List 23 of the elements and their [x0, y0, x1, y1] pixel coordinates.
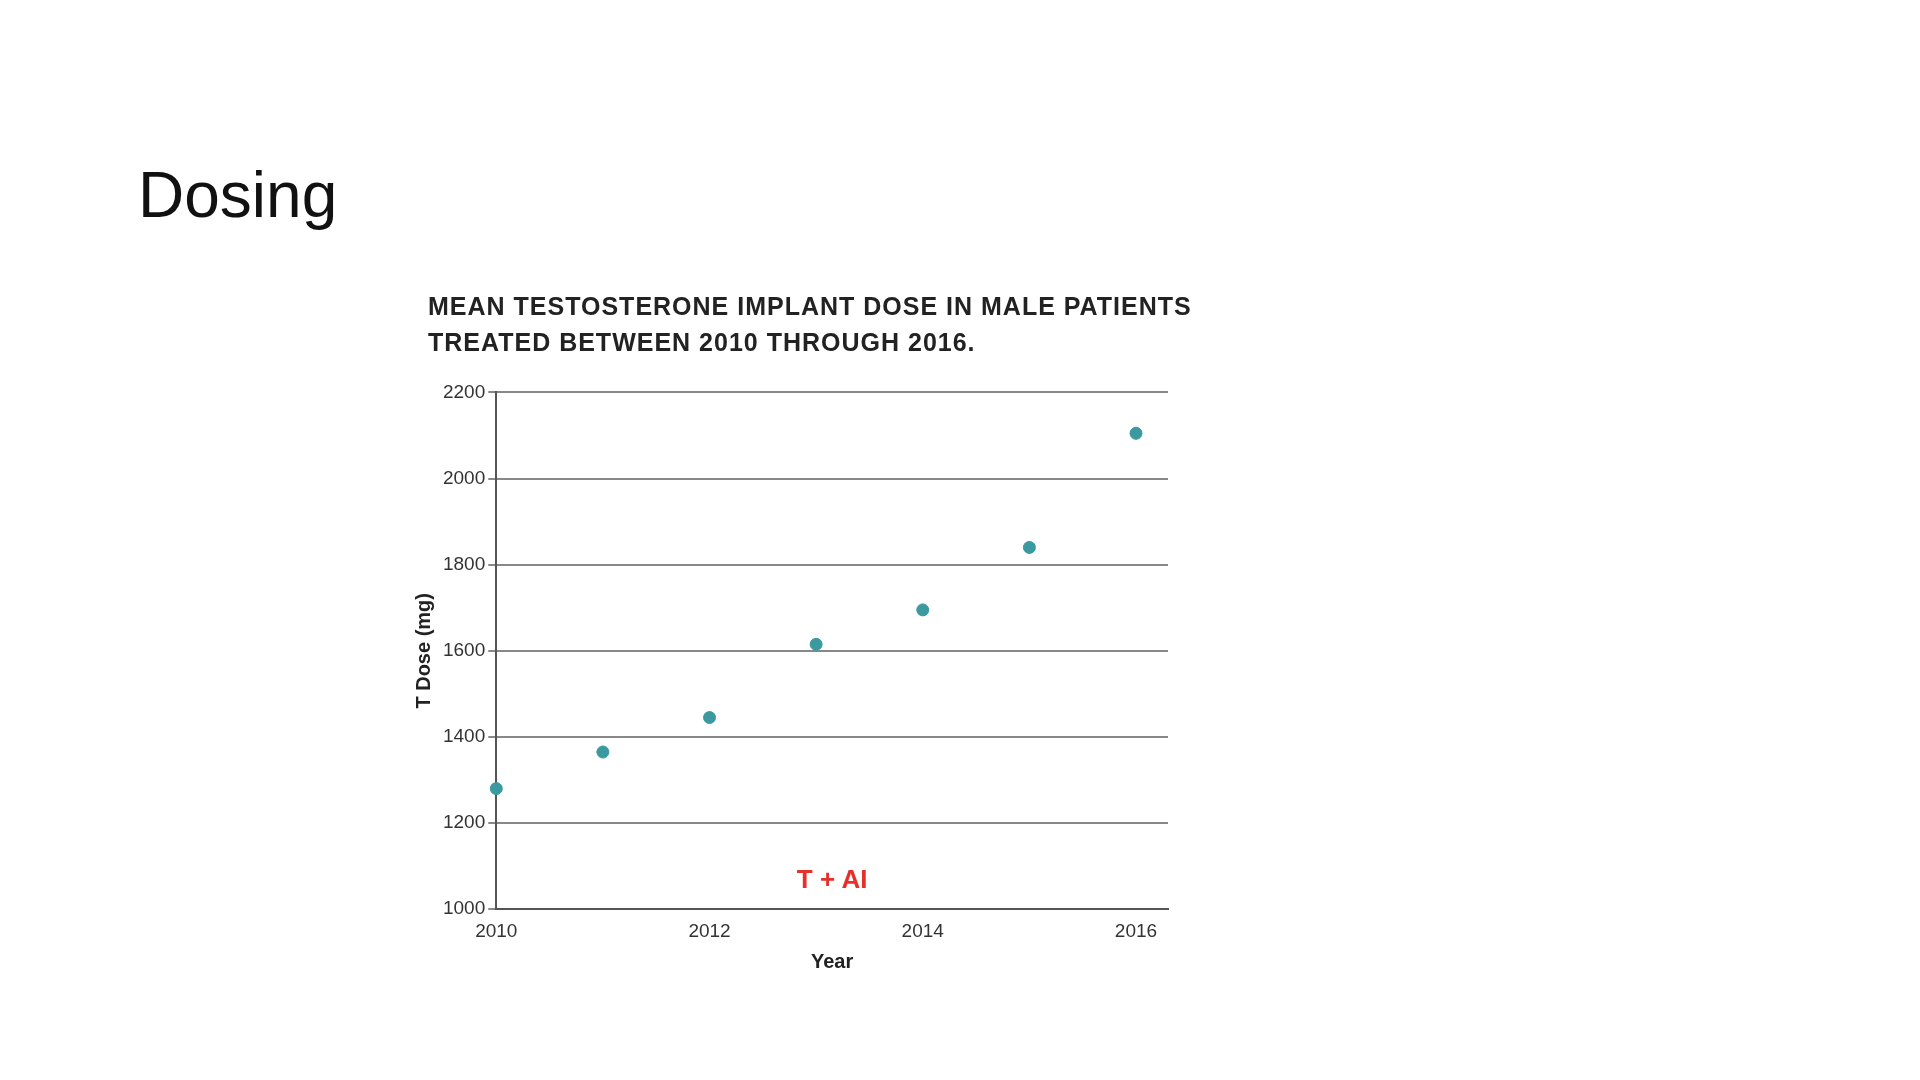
chart-title: Dosing	[138, 158, 338, 232]
point	[809, 637, 823, 651]
point	[489, 782, 503, 796]
x-tick-label: 2012	[688, 919, 731, 941]
x-tick-label: 2010	[475, 919, 518, 941]
y-tick-label: 2000	[442, 466, 486, 488]
y-tick-label: 1000	[442, 897, 486, 919]
point	[916, 603, 930, 617]
y-tick-label: 2200	[442, 380, 486, 402]
y-tick-label: 1200	[442, 811, 486, 833]
y-tick-label: 1400	[442, 725, 486, 747]
annotation: T + AI	[796, 864, 868, 895]
chart-subtitle: MEAN TESTOSTERONE IMPLANT DOSE IN MALE PATIENTS TREATED BETWEEN 2010 THROUGH 2016.	[428, 291, 1193, 358]
point	[596, 745, 610, 759]
y-tick-label: 1800	[442, 552, 486, 574]
x-tick-label: 2014	[901, 919, 945, 941]
y-tick-label: 1600	[442, 639, 486, 661]
point	[1129, 426, 1143, 440]
x-tick-label: 2016	[1114, 919, 1158, 941]
y-axis-title: T Dose (mg)	[411, 593, 434, 709]
point	[703, 711, 717, 725]
point	[1022, 540, 1036, 554]
x-axis-title: Year	[811, 949, 854, 972]
